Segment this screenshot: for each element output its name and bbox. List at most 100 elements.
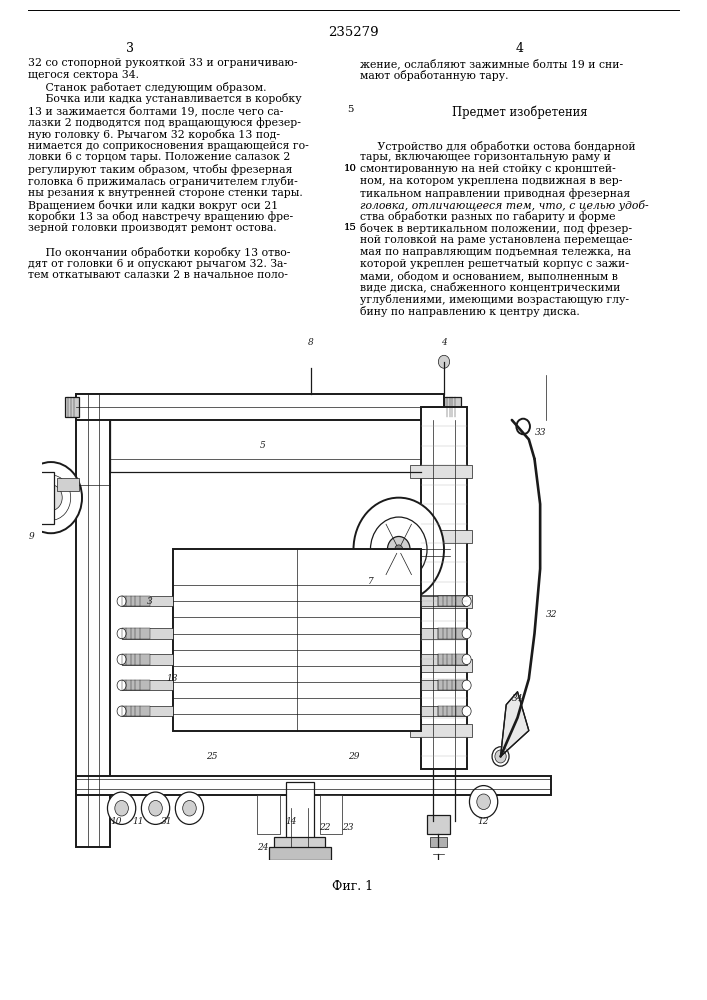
Text: 5: 5 — [260, 441, 266, 450]
Text: 10: 10 — [110, 817, 122, 826]
Bar — [438, 596, 467, 606]
Circle shape — [40, 485, 62, 511]
Bar — [76, 394, 110, 847]
Text: 10: 10 — [344, 164, 356, 173]
Text: Станок работает следующим образом.: Станок работает следующим образом. — [28, 82, 267, 93]
Text: 32: 32 — [546, 610, 557, 619]
Bar — [286, 782, 314, 847]
Circle shape — [117, 654, 126, 665]
Bar — [320, 795, 342, 834]
Circle shape — [141, 792, 170, 824]
Circle shape — [469, 786, 498, 818]
Text: 29: 29 — [348, 752, 359, 761]
Text: ном, на котором укреплена подвижная в вер-: ном, на котором укреплена подвижная в ве… — [360, 176, 622, 186]
Circle shape — [117, 628, 126, 639]
Bar — [122, 596, 150, 606]
Text: щегося сектора 34.: щегося сектора 34. — [28, 70, 139, 80]
Text: тикальном направлении приводная фрезерная: тикальном направлении приводная фрезерна… — [360, 188, 630, 199]
Polygon shape — [501, 692, 529, 756]
Circle shape — [117, 706, 126, 716]
Text: головка 6 прижималась ограничителем глуби-: головка 6 прижималась ограничителем глуб… — [28, 176, 298, 187]
Text: По окончании обработки коробку 13 отво-: По окончании обработки коробку 13 отво- — [28, 247, 291, 258]
Bar — [122, 706, 150, 716]
Text: 11: 11 — [133, 817, 144, 826]
Text: тем откатывают салазки 2 в начальное поло-: тем откатывают салазки 2 в начальное пол… — [28, 270, 288, 280]
Circle shape — [370, 517, 427, 582]
Text: 3: 3 — [147, 597, 153, 606]
Circle shape — [462, 628, 471, 639]
Text: ства обработки разных по габариту и форме: ства обработки разных по габариту и форм… — [360, 211, 616, 222]
Bar — [25, 472, 54, 524]
Circle shape — [175, 792, 204, 824]
Text: 33: 33 — [534, 428, 546, 437]
Text: 4: 4 — [441, 338, 447, 347]
Text: 25: 25 — [206, 752, 218, 761]
Bar — [76, 776, 551, 795]
Bar — [444, 397, 461, 417]
Circle shape — [20, 462, 82, 533]
Text: 15: 15 — [344, 223, 356, 232]
Text: бочек в вертикальном положении, под фрезер-: бочек в вертикальном положении, под фрез… — [360, 223, 632, 234]
Circle shape — [438, 355, 450, 368]
Circle shape — [395, 545, 403, 554]
Bar — [438, 628, 467, 639]
Bar — [421, 706, 467, 716]
Bar — [421, 628, 467, 639]
Bar — [76, 394, 444, 420]
Bar — [430, 837, 447, 847]
Circle shape — [462, 706, 471, 716]
Bar — [57, 478, 79, 491]
Text: ную головку 6. Рычагом 32 коробка 13 под-: ную головку 6. Рычагом 32 коробка 13 под… — [28, 129, 280, 140]
Bar — [421, 596, 467, 606]
Text: 4: 4 — [516, 42, 524, 55]
Text: нимается до соприкосновения вращающейся го-: нимается до соприкосновения вращающейся … — [28, 141, 309, 151]
Circle shape — [107, 792, 136, 824]
Text: виде диска, снабженного концентрическими: виде диска, снабженного концентрическими — [360, 282, 620, 293]
Circle shape — [148, 800, 163, 816]
Text: 10: 10 — [344, 164, 356, 173]
Circle shape — [516, 419, 530, 434]
Text: 34: 34 — [512, 694, 523, 703]
Text: 32 со стопорной рукояткой 33 и ограничиваю-: 32 со стопорной рукояткой 33 и ограничив… — [28, 58, 298, 68]
Circle shape — [117, 596, 126, 606]
Text: ловки 6 с торцом тары. Положение салазок 2: ловки 6 с торцом тары. Положение салазок… — [28, 152, 291, 162]
Circle shape — [117, 680, 126, 690]
Text: жение, ослабляют зажимные болты 19 и сни-: жение, ослабляют зажимные болты 19 и сни… — [360, 58, 623, 69]
Text: смонтированную на ней стойку с кронштей-: смонтированную на ней стойку с кронштей- — [360, 164, 616, 174]
Text: 5: 5 — [347, 105, 354, 114]
Bar — [438, 706, 467, 716]
Text: 3: 3 — [126, 42, 134, 55]
Text: бину по направлению к центру диска.: бину по направлению к центру диска. — [360, 306, 580, 317]
Text: 15: 15 — [344, 223, 356, 232]
Text: 7: 7 — [368, 577, 373, 586]
Circle shape — [495, 750, 506, 763]
Circle shape — [387, 536, 410, 562]
Text: 8: 8 — [308, 338, 314, 347]
Text: 13 и зажимается болтами 19, после чего са-: 13 и зажимается болтами 19, после чего с… — [28, 105, 284, 116]
Text: 22: 22 — [320, 823, 331, 832]
Text: 13: 13 — [167, 674, 178, 683]
Text: Фиг. 1: Фиг. 1 — [332, 880, 373, 893]
Text: углублениями, имеющими возрастающую глу-: углублениями, имеющими возрастающую глу- — [360, 294, 629, 305]
Bar — [410, 724, 472, 737]
Bar — [122, 628, 150, 639]
Bar — [421, 654, 467, 665]
Bar — [122, 596, 173, 606]
Bar — [257, 795, 280, 834]
Text: мают обработанную тару.: мают обработанную тару. — [360, 70, 508, 81]
Text: коробки 13 за обод навстречу вращению фре-: коробки 13 за обод навстречу вращению фр… — [28, 211, 293, 222]
Text: тары, включающее горизонтальную раму и: тары, включающее горизонтальную раму и — [360, 152, 611, 162]
Bar — [410, 530, 472, 543]
Bar — [274, 837, 325, 854]
Text: мая по направляющим подъемная тележка, на: мая по направляющим подъемная тележка, н… — [360, 247, 631, 257]
Bar — [438, 654, 467, 665]
Bar — [421, 407, 467, 769]
Text: которой укреплен решетчатый корпус с зажи-: которой укреплен решетчатый корпус с заж… — [360, 259, 629, 269]
Text: Устройство для обработки остова бондарной: Устройство для обработки остова бондарно… — [360, 141, 636, 152]
Circle shape — [462, 596, 471, 606]
Circle shape — [477, 794, 491, 810]
Text: 12: 12 — [478, 817, 489, 826]
Bar — [122, 706, 173, 716]
Bar — [410, 595, 472, 608]
Text: зерной головки производят ремонт остова.: зерной головки производят ремонт остова. — [28, 223, 276, 233]
